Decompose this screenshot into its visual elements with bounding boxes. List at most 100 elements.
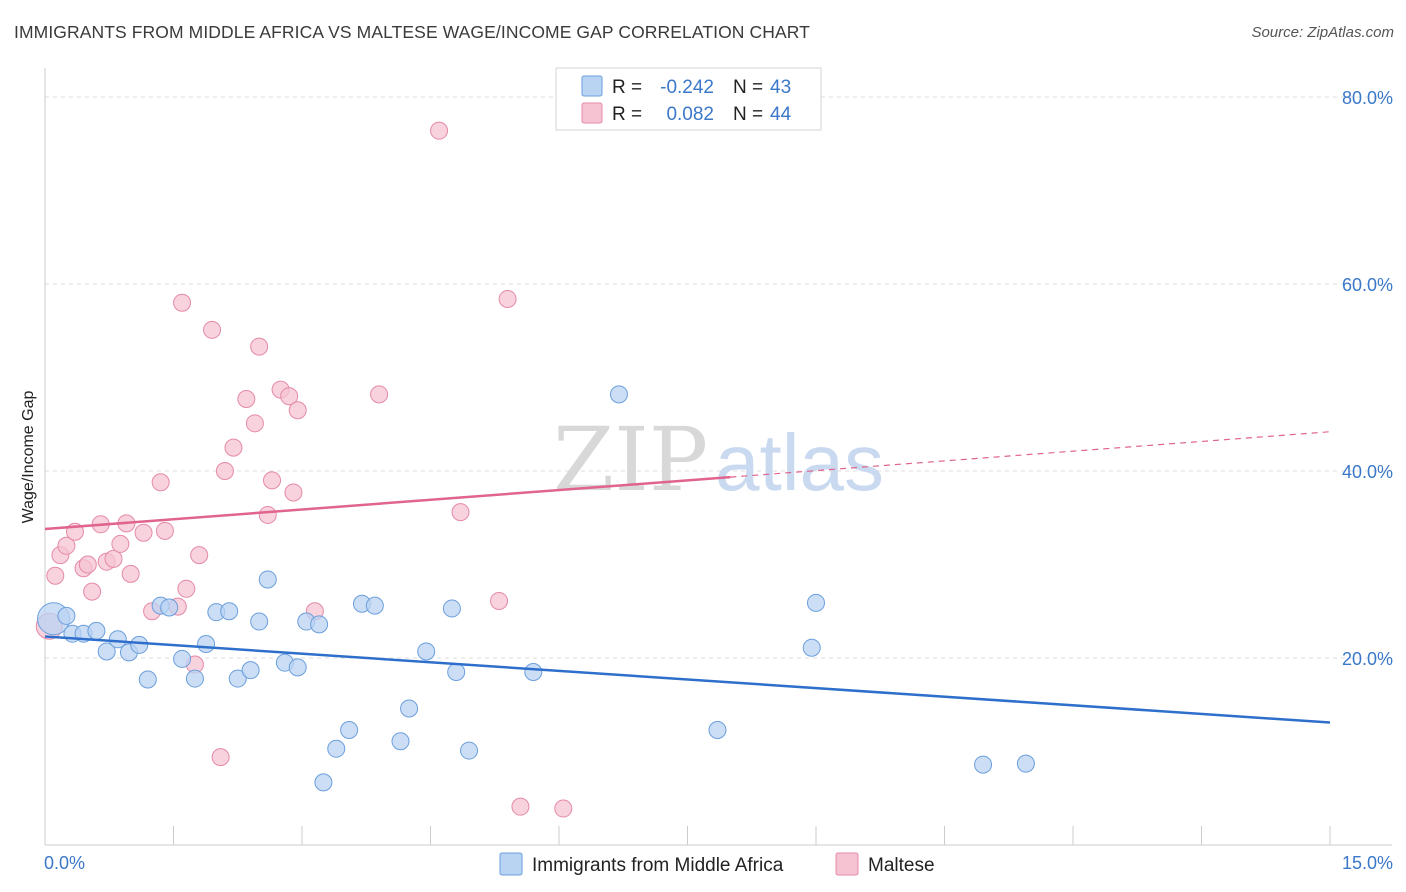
maltese-point	[211, 748, 230, 767]
stats-r-value-2: 0.082	[666, 104, 714, 125]
middle-africa-point	[197, 634, 216, 653]
maltese-point	[151, 473, 170, 492]
bottom-legend: Immigrants from Middle Africa Maltese	[499, 852, 935, 876]
middle-africa-point	[417, 642, 436, 661]
y-tick-label: 60.0%	[1342, 275, 1393, 295]
middle-africa-points	[37, 385, 1035, 792]
middle-africa-point	[87, 621, 106, 640]
maltese-point	[173, 293, 192, 312]
middle-africa-point	[340, 720, 359, 739]
gridlines	[45, 96, 1392, 659]
legend-label-maltese: Maltese	[868, 855, 935, 876]
maltese-point	[258, 505, 277, 524]
maltese-point	[215, 462, 234, 480]
maltese-point	[280, 387, 299, 406]
middle-africa-point	[391, 732, 410, 751]
middle-africa-point	[802, 638, 821, 657]
middle-africa-point	[97, 642, 116, 661]
middle-africa-point	[524, 663, 543, 682]
maltese-point	[46, 566, 65, 585]
maltese-point	[245, 414, 264, 433]
middle-africa-point	[460, 741, 479, 760]
y-tick-label: 40.0%	[1342, 462, 1393, 482]
middle-africa-point	[185, 669, 204, 688]
y-axis-title: Wage/Income Gap	[20, 391, 37, 524]
maltese-point	[134, 523, 153, 542]
x-tick-label-max: 15.0%	[1342, 853, 1393, 873]
maltese-point	[104, 549, 123, 568]
chart-title: IMMIGRANTS FROM MIDDLE AFRICA VS MALTESE…	[14, 22, 810, 42]
middle-africa-point	[108, 630, 127, 649]
middle-africa-point	[442, 599, 461, 618]
y-tick-label: 80.0%	[1342, 88, 1393, 108]
legend-swatch-middle-africa	[499, 852, 523, 876]
middle-africa-point	[974, 755, 993, 774]
middle-africa-point	[57, 606, 76, 625]
stats-r-value-1: -0.242	[660, 77, 714, 98]
middle-africa-point	[447, 663, 466, 682]
stats-r-label-1: R =	[612, 77, 642, 98]
maltese-point	[57, 536, 76, 555]
stats-n-value-2: 44	[770, 104, 792, 125]
maltese-point	[237, 390, 256, 409]
middle-africa-point	[327, 739, 346, 758]
middle-africa-point	[314, 773, 333, 792]
middle-africa-point	[160, 598, 179, 617]
maltese-points	[35, 121, 573, 818]
middle-africa-point	[250, 612, 269, 631]
middle-africa-point	[310, 615, 329, 634]
middle-africa-point	[288, 658, 307, 677]
legend-label-middle-africa: Immigrants from Middle Africa	[532, 855, 784, 876]
stats-n-value-1: 43	[770, 77, 791, 98]
stats-legend-swatch-blue	[581, 75, 603, 97]
maltese-point	[250, 337, 269, 356]
middle-africa-point	[241, 661, 260, 680]
maltese-point	[284, 483, 303, 502]
maltese-point	[155, 521, 174, 540]
stats-legend: R = -0.242 N = 43 R = 0.082 N = 44	[555, 67, 822, 131]
maltese-point	[111, 534, 130, 553]
watermark-zip: ZIP	[553, 408, 708, 511]
middle-africa-point	[365, 596, 384, 615]
maltese-point	[177, 579, 196, 598]
y-tick-labels: 20.0% 40.0% 60.0% 80.0%	[1342, 88, 1393, 669]
maltese-point	[430, 121, 449, 140]
middle-africa-point	[400, 699, 419, 718]
middle-africa-point	[708, 720, 727, 739]
trend-lines	[44, 431, 1331, 724]
trendline-maltese-extrapolated	[730, 431, 1331, 478]
maltese-point	[498, 289, 517, 308]
maltese-point	[490, 591, 509, 610]
middle-africa-point	[220, 602, 239, 621]
middle-africa-point	[130, 635, 149, 654]
maltese-point	[511, 797, 530, 816]
stats-legend-swatch-pink	[581, 102, 603, 124]
middle-africa-point	[228, 669, 247, 688]
middle-africa-point	[1016, 754, 1035, 773]
middle-africa-point	[807, 593, 825, 612]
maltese-point	[370, 385, 389, 404]
maltese-point	[78, 555, 97, 574]
maltese-point	[451, 503, 470, 522]
middle-africa-point	[138, 670, 157, 689]
trendline-maltese	[44, 475, 731, 531]
middle-africa-point	[173, 649, 192, 668]
maltese-point	[83, 582, 102, 601]
legend-swatch-maltese	[835, 852, 859, 876]
maltese-point	[554, 799, 573, 818]
x-tick-label-min: 0.0%	[44, 853, 85, 873]
stats-n-label-1: N =	[733, 77, 763, 98]
middle-africa-point	[609, 385, 628, 404]
maltese-point	[203, 320, 222, 339]
maltese-point	[263, 471, 282, 490]
trendline-middle-africa	[44, 635, 1331, 724]
watermark-atlas: atlas	[715, 418, 884, 507]
maltese-point	[121, 564, 140, 583]
maltese-point	[224, 438, 243, 457]
stats-r-label-2: R =	[612, 104, 642, 125]
y-tick-label: 20.0%	[1342, 649, 1393, 669]
source-label: Source: ZipAtlas.com	[1251, 24, 1394, 41]
maltese-point	[288, 401, 307, 420]
stats-n-label-2: N =	[733, 104, 763, 125]
